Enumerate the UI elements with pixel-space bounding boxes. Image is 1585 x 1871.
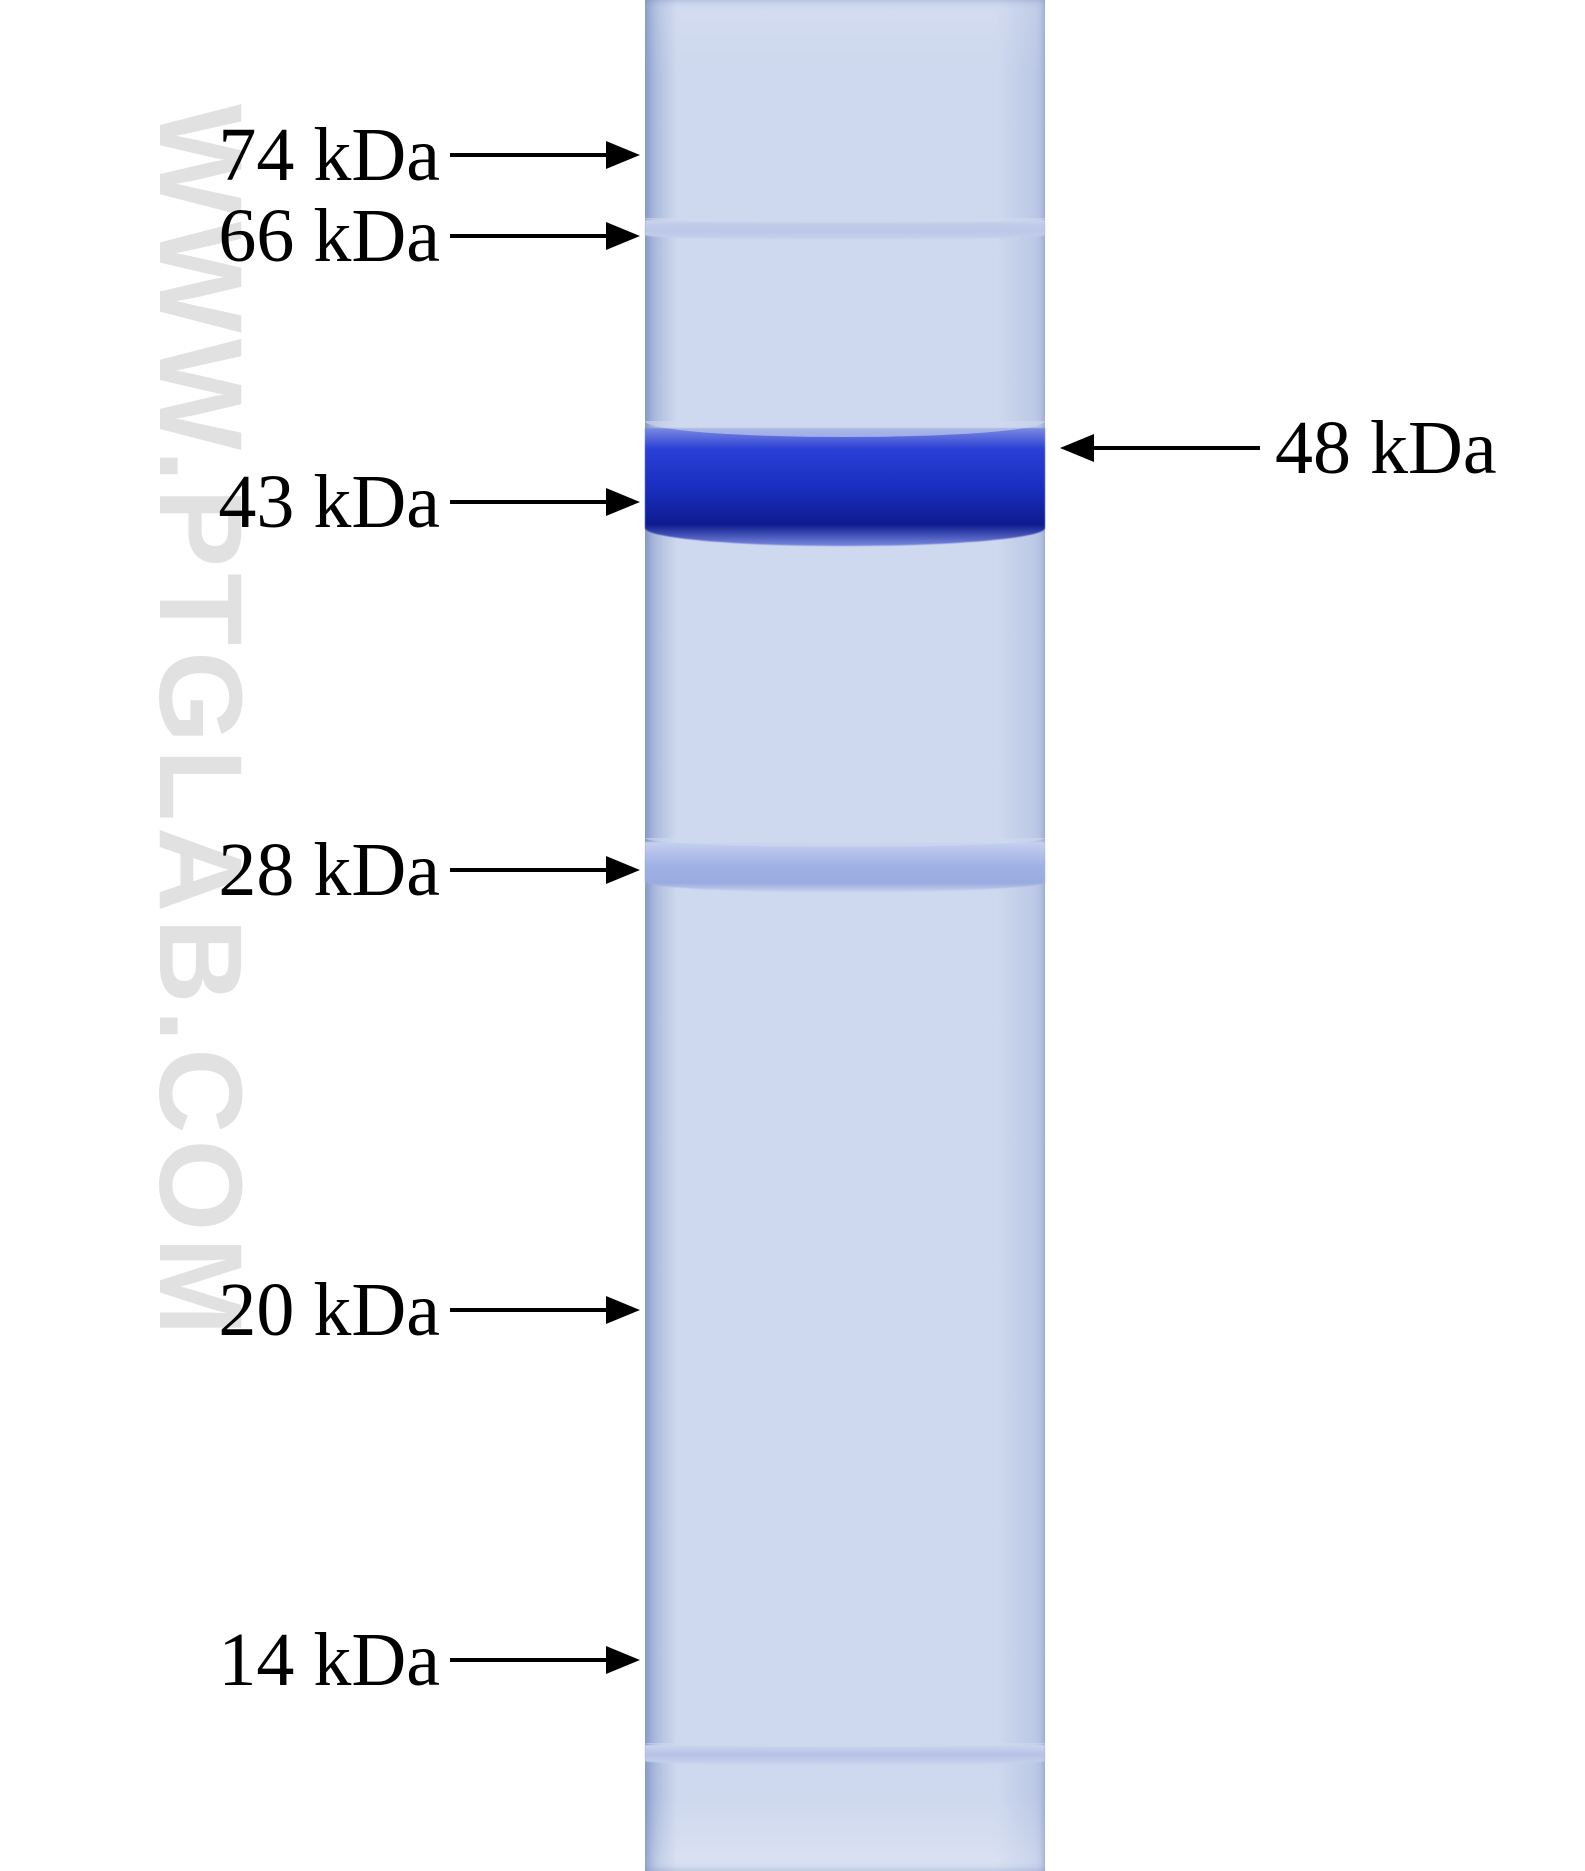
marker-label-28kDa: 28 kDa	[218, 827, 440, 914]
marker-label-43kDa: 43 kDa	[218, 459, 440, 546]
arrow-right-icon	[606, 1646, 640, 1674]
gel-figure: WWW.PTGLAB.COM 74 kDa66 kDa43 kDa28 kDa2…	[0, 0, 1585, 1871]
marker-arrow-shaft	[450, 1658, 606, 1662]
marker-label-20kDa: 20 kDa	[218, 1267, 440, 1354]
arrow-right-icon	[606, 1296, 640, 1324]
arrow-right-icon	[606, 141, 640, 169]
marker-label-66kDa: 66 kDa	[218, 193, 440, 280]
arrow-left-icon	[1060, 434, 1094, 462]
marker-arrow-shaft	[450, 153, 606, 157]
main-band-48kda	[645, 428, 1045, 546]
gel-lane	[645, 0, 1045, 1871]
arrow-right-icon	[606, 488, 640, 516]
marker-label-48kDa: 48 kDa	[1275, 405, 1497, 492]
marker-arrow-shaft	[450, 500, 606, 504]
marker-arrow-shaft	[450, 234, 606, 238]
arrow-right-icon	[606, 222, 640, 250]
marker-arrow-shaft	[450, 868, 606, 872]
marker-arrow-shaft	[450, 1308, 606, 1312]
minor-band-28kda	[645, 842, 1045, 892]
marker-label-14kDa: 14 kDa	[218, 1617, 440, 1704]
faint-band-66kda	[645, 220, 1045, 240]
faint-band-low	[645, 1745, 1045, 1765]
arrow-right-icon	[606, 856, 640, 884]
marker-arrow-shaft	[1094, 446, 1260, 450]
marker-label-74kDa: 74 kDa	[218, 112, 440, 199]
